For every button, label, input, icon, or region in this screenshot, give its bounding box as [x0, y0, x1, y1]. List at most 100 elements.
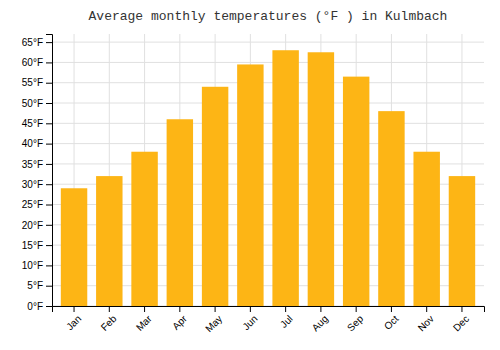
x-tick: Feb [99, 306, 119, 333]
tick-mark [46, 184, 52, 185]
tick-mark [46, 83, 52, 84]
bar [61, 188, 87, 306]
axis-line [53, 307, 485, 313]
chart-svg: 0°F 5°F 10°F 15°F 20°F 25°F 30°F 35°F 40°F 45°F 50… [0, 0, 500, 350]
tick-mark [285, 306, 286, 312]
y-tick: 20°F [22, 220, 52, 231]
tick-label: 0°F [27, 301, 43, 312]
tick-label: Jul [278, 313, 295, 330]
y-tick: 15°F [22, 240, 52, 251]
tick-label: Apr [170, 313, 189, 332]
tick-mark [74, 306, 75, 312]
tick-label: 15°F [22, 240, 43, 251]
y-tick: 35°F [22, 159, 52, 170]
bar [202, 87, 228, 306]
tick-label: Dec [451, 313, 471, 333]
tick-mark [391, 306, 392, 312]
axis-line [46, 35, 53, 307]
tick-label: Mar [134, 313, 154, 333]
x-tick: Aug [310, 306, 330, 333]
tick-mark [46, 286, 52, 287]
tick-label: 35°F [22, 159, 43, 170]
tick-label: 45°F [22, 118, 43, 129]
bar [308, 52, 334, 306]
y-tick: 0°F [27, 301, 52, 312]
tick-label: May [203, 313, 224, 334]
x-tick: May [203, 306, 224, 334]
tick-label: 60°F [22, 57, 43, 68]
tick-mark [46, 265, 52, 266]
x-tick: Sep [345, 306, 366, 333]
tick-mark [46, 42, 52, 43]
grid-line [52, 62, 484, 63]
y-tick: 40°F [22, 138, 52, 149]
tick-label: 10°F [22, 260, 43, 271]
tick-label: Feb [99, 313, 119, 333]
grid [52, 34, 484, 306]
tick-mark [356, 306, 357, 312]
tick-mark [46, 205, 52, 206]
tick-mark [46, 103, 52, 104]
tick-label: Jun [240, 313, 259, 332]
bar [343, 77, 369, 306]
tick-label: 65°F [22, 37, 43, 48]
x-axis: Jan Feb Mar Apr May Jun Jul Aug Sep Oct Nov Dec [53, 306, 485, 334]
x-tick: Oct [382, 306, 401, 332]
y-tick: 5°F [27, 280, 52, 291]
tick-label: 25°F [22, 199, 43, 210]
chart-container: 0°F 5°F 10°F 15°F 20°F 25°F 30°F 35°F 40°F 45°F 50… [0, 0, 500, 350]
y-tick: 45°F [22, 118, 52, 129]
y-tick: 50°F [22, 98, 52, 109]
tick-mark [215, 306, 216, 312]
tick-mark [461, 306, 462, 312]
bar [449, 176, 475, 306]
x-tick: Jan [64, 306, 83, 332]
x-tick: Apr [170, 306, 189, 332]
tick-label: 5°F [27, 280, 43, 291]
bar [413, 152, 439, 306]
title: Average monthly temperatures (°F ) in Ku… [89, 9, 448, 24]
x-tick: Jul [278, 306, 295, 330]
x-tick: Nov [416, 306, 436, 333]
y-tick: 60°F [22, 57, 52, 68]
tick-label: 30°F [22, 179, 43, 190]
tick-mark [46, 62, 52, 63]
tick-label: 55°F [22, 77, 43, 88]
bar [96, 176, 122, 306]
bar [378, 111, 404, 306]
tick-mark [426, 306, 427, 312]
tick-label: Sep [345, 313, 366, 334]
y-tick: 10°F [22, 260, 52, 271]
tick-mark [46, 245, 52, 246]
tick-mark [109, 306, 110, 312]
grid-line [52, 143, 484, 144]
x-tick: Mar [134, 306, 154, 333]
plot-area: 0°F 5°F 10°F 15°F 20°F 25°F 30°F 35°F 40°F 45°F 50… [22, 34, 485, 334]
grid-line [52, 42, 484, 43]
bar [167, 119, 193, 306]
tick-mark [46, 144, 52, 145]
bar [237, 64, 263, 306]
grid-line [52, 103, 484, 104]
x-tick: Jun [240, 306, 259, 332]
x-tick: Dec [451, 306, 471, 333]
bar [272, 50, 298, 306]
tick-mark [320, 306, 321, 312]
tick-label: Aug [310, 313, 330, 333]
tick-label: Oct [382, 313, 401, 332]
tick-mark [144, 306, 145, 312]
tick-label: Jan [64, 313, 83, 332]
tick-mark [46, 123, 52, 124]
tick-mark [46, 164, 52, 165]
tick-label: Nov [416, 313, 436, 333]
grid-line [52, 82, 484, 83]
tick-mark [179, 306, 180, 312]
tick-mark [46, 306, 52, 307]
bar [131, 152, 157, 306]
y-tick: 65°F [22, 37, 52, 48]
tick-label: 50°F [22, 98, 43, 109]
tick-mark [250, 306, 251, 312]
y-axis: 0°F 5°F 10°F 15°F 20°F 25°F 30°F 35°F 40°F 45°F 50… [22, 35, 53, 312]
tick-label: 20°F [22, 220, 43, 231]
y-tick: 25°F [22, 199, 52, 210]
